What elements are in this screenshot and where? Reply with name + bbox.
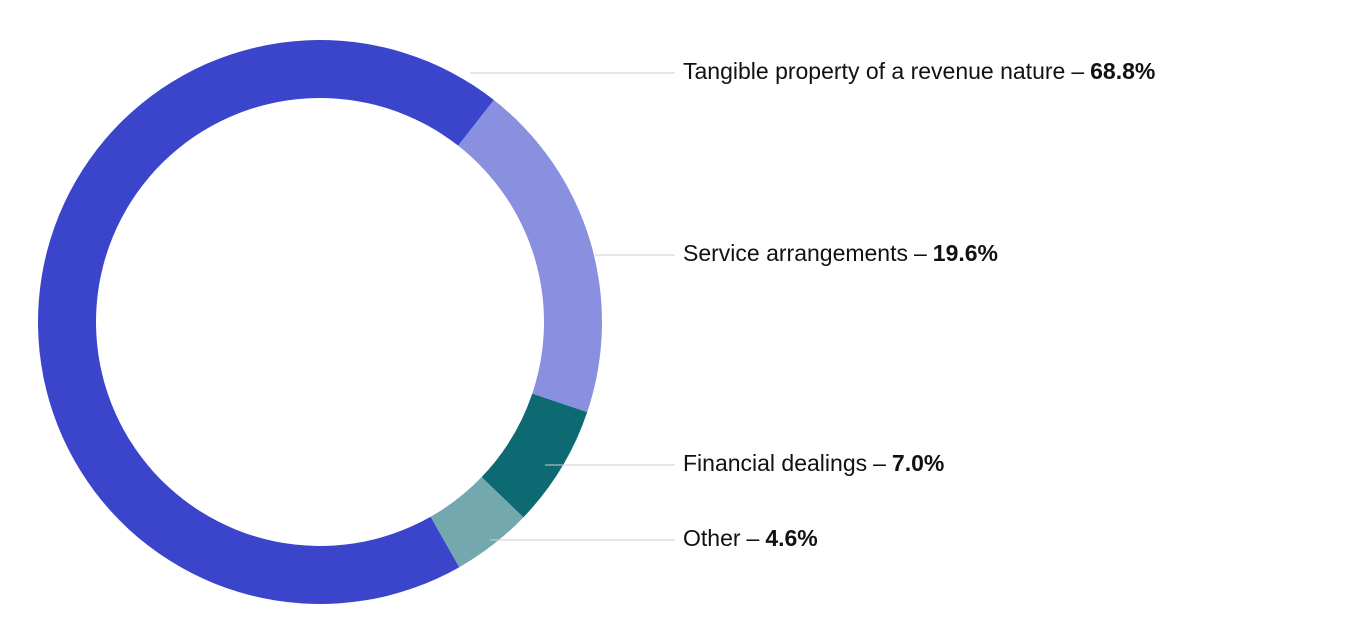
separator: – xyxy=(914,240,927,266)
donut-segment xyxy=(38,40,494,605)
category-label: Other xyxy=(683,525,741,551)
segment-label: Other –4.6% xyxy=(683,525,818,551)
segment-label: Service arrangements –19.6% xyxy=(683,240,998,266)
separator: – xyxy=(1071,58,1084,84)
value-label: 68.8% xyxy=(1090,58,1155,84)
separator: – xyxy=(873,450,886,476)
value-label: 4.6% xyxy=(765,525,817,551)
donut-segment xyxy=(430,477,524,568)
value-label: 19.6% xyxy=(933,240,998,266)
category-label: Service arrangements xyxy=(683,240,908,266)
category-label: Tangible property of a revenue nature xyxy=(683,58,1065,84)
category-label: Financial dealings xyxy=(683,450,867,476)
value-label: 7.0% xyxy=(892,450,944,476)
separator: – xyxy=(747,525,760,551)
segment-label: Tangible property of a revenue nature –68… xyxy=(683,58,1155,84)
donut-segment xyxy=(481,393,588,518)
segment-label: Financial dealings –7.0% xyxy=(683,450,944,476)
donut-segment xyxy=(458,100,602,413)
